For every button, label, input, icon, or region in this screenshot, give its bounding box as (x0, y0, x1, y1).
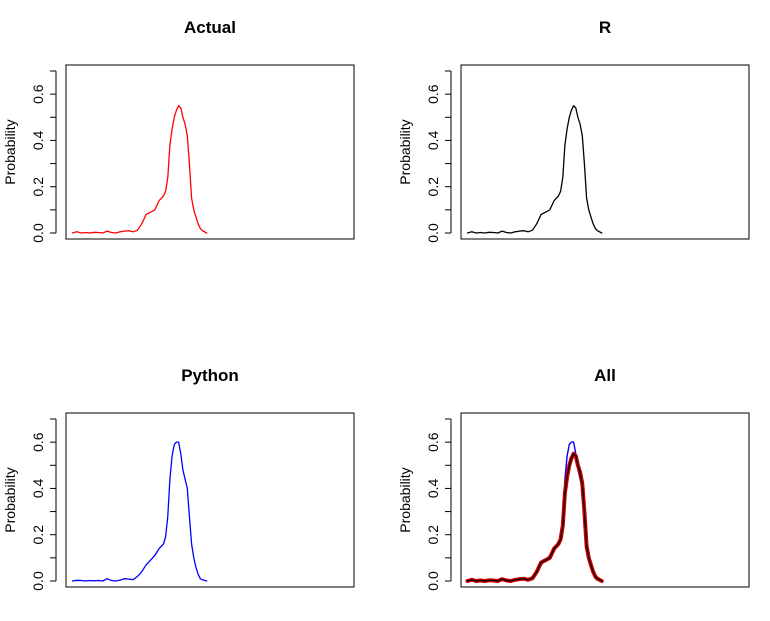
series-line (465, 451, 604, 583)
plot-frame (460, 64, 750, 240)
y-tick-label: 0.0 (30, 571, 46, 591)
y-tick-label: 0.0 (30, 223, 46, 243)
y-tick-label: 0.6 (30, 432, 46, 452)
plot-frame (65, 412, 355, 588)
y-axis-label: Probability (397, 467, 413, 532)
series-line (466, 105, 603, 234)
y-axis-label: Probability (397, 119, 413, 184)
series-line (466, 441, 603, 582)
chart-title: Python (181, 366, 239, 385)
y-tick-label: 0.0 (425, 223, 441, 243)
series-line (71, 441, 208, 582)
y-tick-label: 0.2 (425, 525, 441, 545)
y-tick-label: 0.6 (425, 432, 441, 452)
y-tick-label: 0.4 (425, 130, 441, 150)
panel-4: All 0.0 0.2 0.4 0.6 Probability (397, 366, 750, 591)
y-tick-label: 0.6 (30, 84, 46, 104)
chart-title: Actual (184, 18, 236, 37)
y-tick-label: 0.4 (425, 478, 441, 498)
y-axis-label: Probability (2, 119, 18, 184)
panel-2: R 0.0 0.2 0.4 0.6 Probability (397, 18, 750, 243)
chart-title: R (599, 18, 611, 37)
y-tick-label: 0.2 (30, 525, 46, 545)
y-axis-label: Probability (2, 467, 18, 532)
y-tick-label: 0.6 (425, 84, 441, 104)
series-line (71, 105, 208, 234)
panel-3: Python 0.0 0.2 0.4 0.6 Probability (2, 366, 355, 591)
plot-frame (65, 64, 355, 240)
series-line (466, 453, 603, 582)
panel-1: Actual 0.0 0.2 0.4 0.6 Probability (2, 18, 355, 243)
y-tick-label: 0.4 (30, 130, 46, 150)
chart-title: All (594, 366, 616, 385)
y-tick-label: 0.2 (30, 177, 46, 197)
y-tick-label: 0.0 (425, 571, 441, 591)
y-tick-label: 0.2 (425, 177, 441, 197)
plot-frame (460, 412, 750, 588)
y-tick-label: 0.4 (30, 478, 46, 498)
